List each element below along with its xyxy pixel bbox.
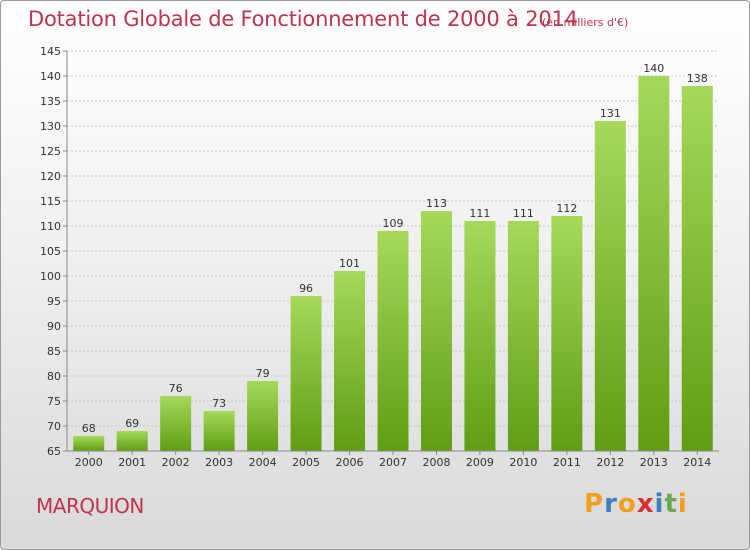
y-tick-label: 80	[47, 370, 61, 383]
x-tick-label-2006: 2006	[336, 456, 364, 469]
y-tick-label: 120	[40, 170, 61, 183]
bar-2002	[160, 396, 192, 451]
value-label-2014: 138	[687, 72, 708, 85]
value-label-2008: 113	[426, 197, 447, 210]
y-axis: 65 70 75 80 85 90 95 100 105 110 115 120 125 130 135 14…	[40, 45, 68, 458]
y-tick-label: 90	[47, 320, 61, 333]
bar-2006	[334, 271, 366, 451]
bar-2000	[73, 436, 105, 451]
x-tick-label-2003: 2003	[205, 456, 233, 469]
x-tick-label-2004: 2004	[249, 456, 277, 469]
value-label-2001: 69	[125, 417, 139, 430]
bar-2007	[377, 231, 409, 451]
value-label-2004: 79	[256, 367, 270, 380]
bar-2011	[551, 216, 583, 451]
proxiti-logo: Proxiti	[584, 489, 688, 519]
value-label-2005: 96	[299, 282, 313, 295]
logo-letter: i	[654, 489, 665, 519]
value-label-2011: 112	[556, 202, 577, 215]
bar-2012	[594, 121, 626, 451]
y-tick-label: 135	[40, 95, 61, 108]
logo-letter: P	[584, 489, 605, 519]
y-tick-label: 130	[40, 120, 61, 133]
bar-2001	[116, 431, 148, 451]
bar-2003	[203, 411, 235, 451]
logo-letter: x	[636, 489, 655, 519]
bars: 68 69 76 73 79 96 101 109 113 111 111 112 131 140 138	[73, 62, 713, 451]
x-tick-label-2005: 2005	[292, 456, 320, 469]
x-tick-label-2007: 2007	[379, 456, 407, 469]
y-tick-label: 125	[40, 145, 61, 158]
y-tick-label: 100	[40, 270, 61, 283]
value-label-2007: 109	[383, 217, 404, 230]
value-label-2006: 101	[339, 257, 360, 270]
value-label-2010: 111	[513, 207, 534, 220]
x-tick-label-2011: 2011	[553, 456, 581, 469]
x-tick-label-2009: 2009	[466, 456, 494, 469]
y-tick-label: 65	[47, 445, 61, 458]
value-label-2012: 131	[600, 107, 621, 120]
chart-title: Dotation Globale de Fonctionnement de 20…	[28, 7, 578, 31]
value-label-2009: 111	[469, 207, 490, 220]
commune-name: MARQUION	[36, 494, 144, 518]
bar-2014	[681, 86, 713, 451]
bar-2013	[638, 76, 670, 451]
x-tick-label-2013: 2013	[640, 456, 668, 469]
value-label-2000: 68	[82, 422, 96, 435]
y-tick-label: 85	[47, 345, 61, 358]
y-tick-label: 115	[40, 195, 61, 208]
value-label-2013: 140	[643, 62, 664, 75]
x-tick-label-2008: 2008	[422, 456, 450, 469]
logo-letter: o	[617, 489, 637, 519]
logo-letter: i	[677, 489, 688, 519]
x-tick-label-2000: 2000	[75, 456, 103, 469]
logo-letter: r	[604, 489, 618, 519]
logo-letter: t	[664, 489, 678, 519]
y-tick-label: 95	[47, 295, 61, 308]
y-tick-label: 110	[40, 220, 61, 233]
y-tick-label: 75	[47, 395, 61, 408]
chart-subtitle: (en milliers d'€)	[542, 16, 629, 29]
bar-2010	[507, 221, 539, 451]
bar-2004	[247, 381, 279, 451]
x-tick-label-2014: 2014	[683, 456, 711, 469]
x-tick-label-2001: 2001	[118, 456, 146, 469]
x-tick-label-2012: 2012	[596, 456, 624, 469]
x-tick-label-2002: 2002	[162, 456, 190, 469]
bar-2005	[290, 296, 322, 451]
y-tick-label: 70	[47, 420, 61, 433]
y-tick-label: 145	[40, 45, 61, 58]
bar-2009	[464, 221, 496, 451]
y-tick-label: 140	[40, 70, 61, 83]
value-label-2002: 76	[169, 382, 183, 395]
y-tick-label: 105	[40, 245, 61, 258]
bar-2008	[420, 211, 452, 451]
x-axis: 2000 2001 2002 2003 2004 2005 2006 2007 2008 2009…	[67, 450, 719, 469]
value-label-2003: 73	[212, 397, 226, 410]
x-tick-label-2010: 2010	[509, 456, 537, 469]
